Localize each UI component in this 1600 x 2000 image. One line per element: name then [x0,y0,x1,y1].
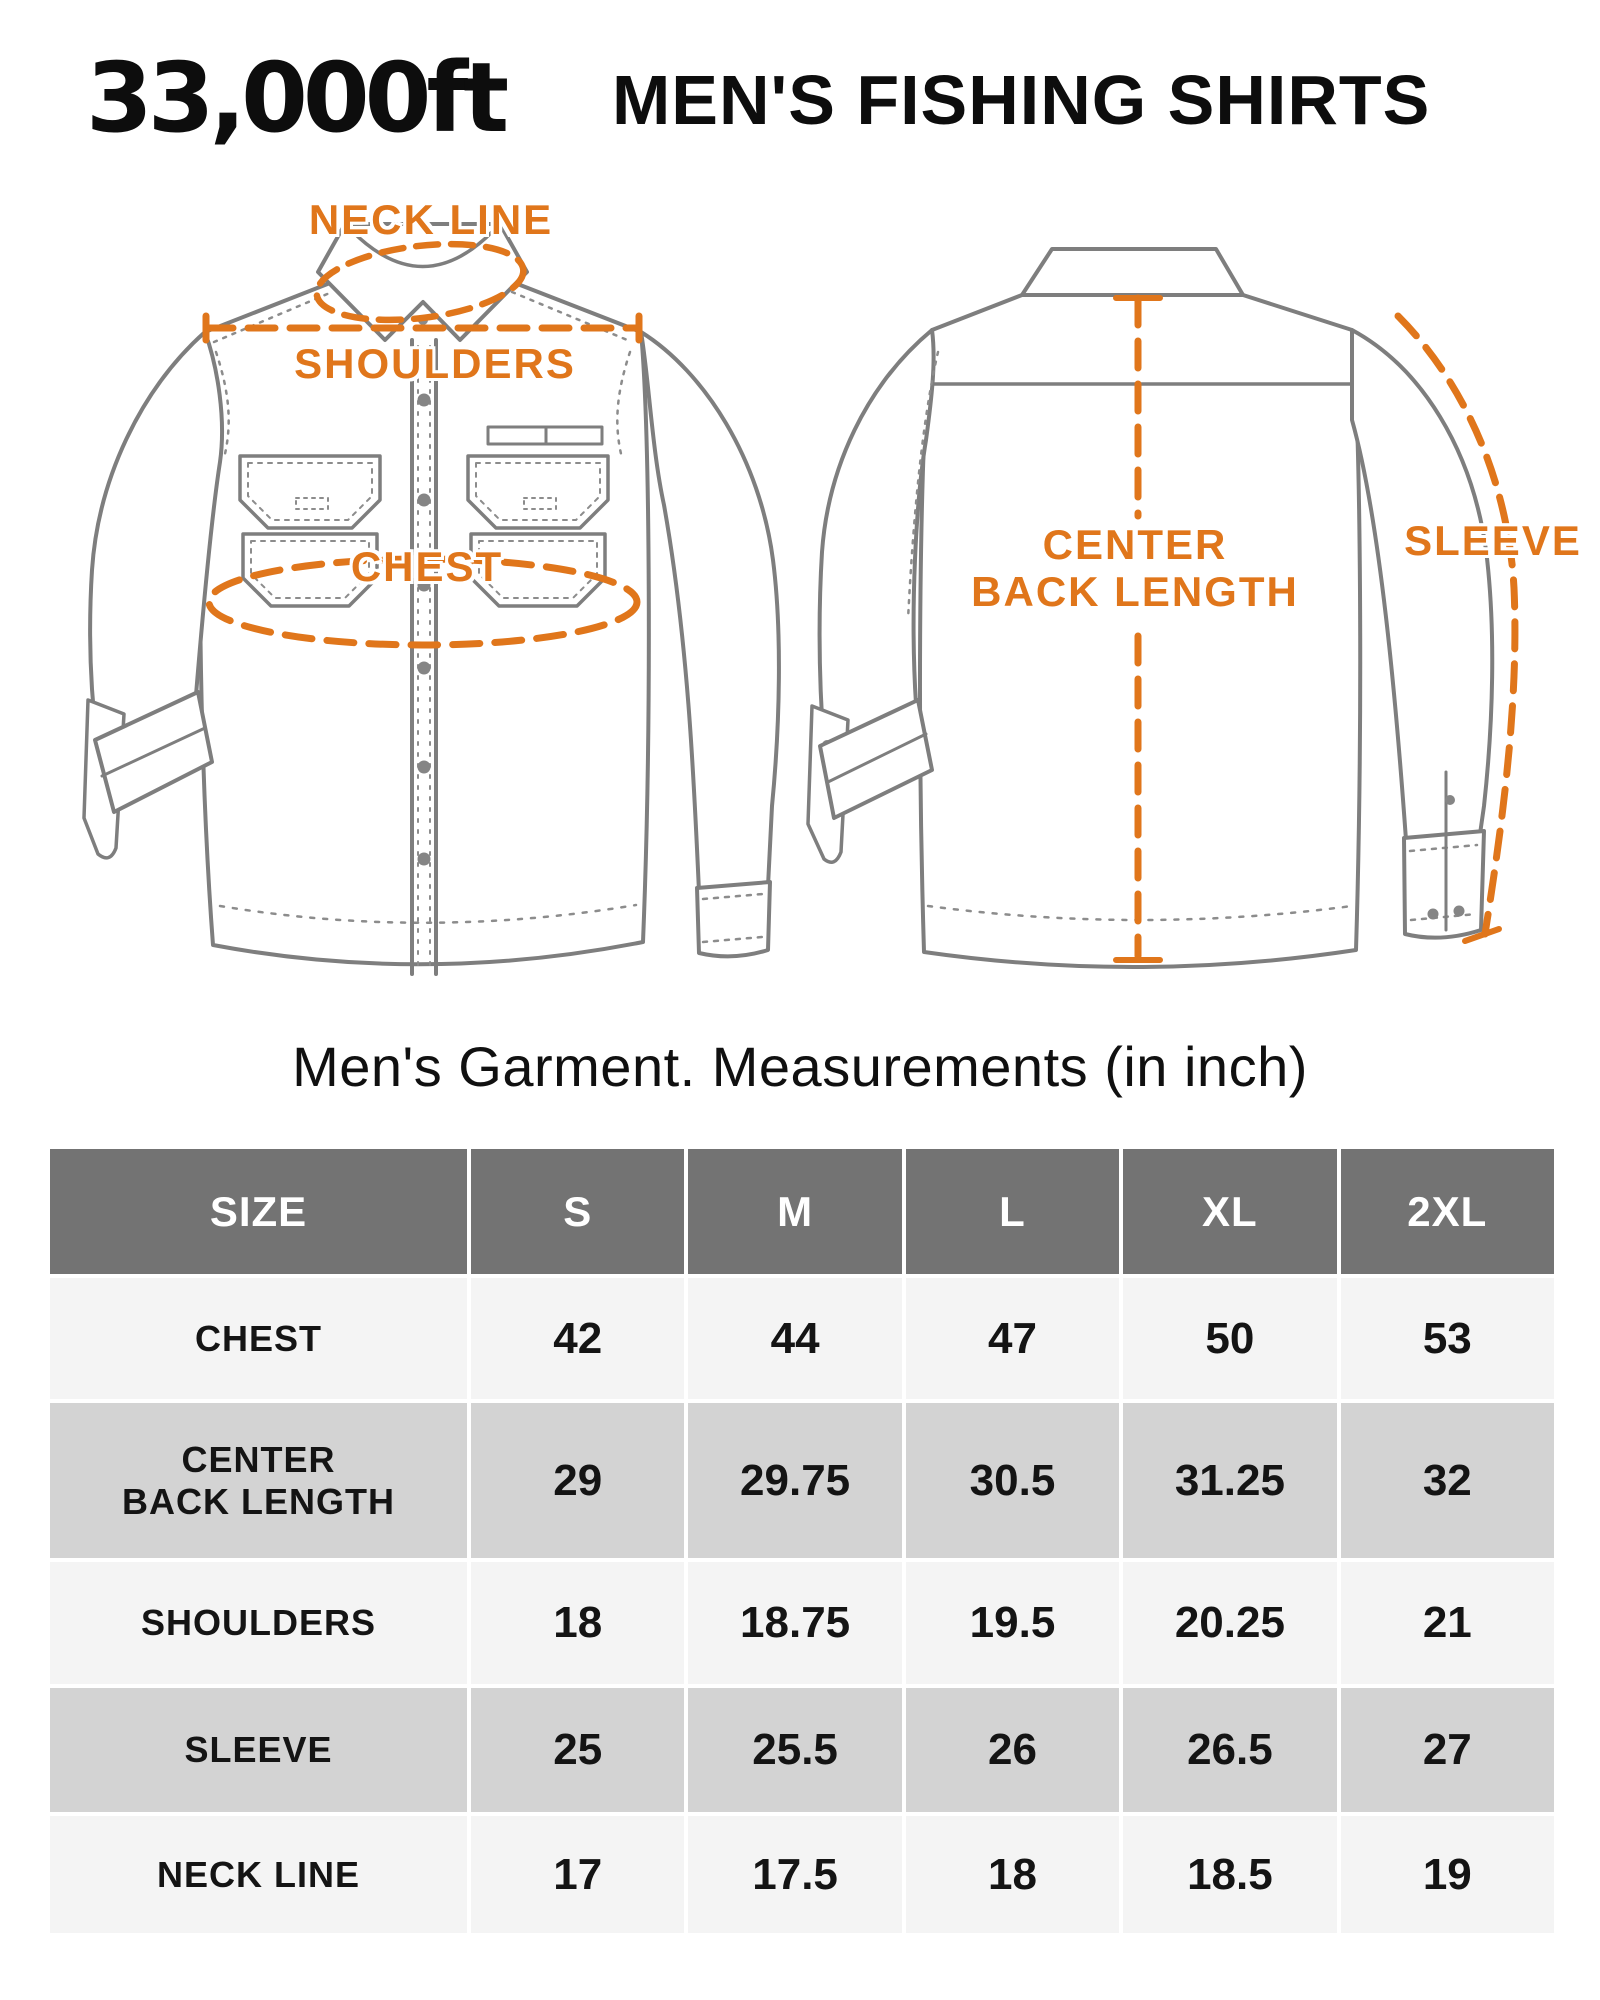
back-left-sleeve [817,328,936,750]
cell-sleeve-2xl: 27 [1340,1688,1554,1812]
chest-ellipse [205,555,641,649]
size-table: SIZE S M L XL 2XL CHEST 42 44 47 50 53 C… [50,1149,1554,1933]
header-cell-xl: XL [1123,1149,1337,1274]
label-chest: CHEST [350,543,504,590]
front-left-pocket [238,454,382,608]
front-right-pocket [466,454,610,608]
label-center-back-length: CENTER BACK LENGTH [930,521,1340,615]
row-label-cbl-line1: CENTER [181,1438,336,1480]
shoulders-line-ticks [202,312,643,344]
front-shoulder-stitch-right [510,290,634,344]
cell-neckline-m: 17.5 [688,1816,902,1933]
cell-shoulders-m: 18.75 [688,1562,902,1684]
cell-chest-s: 42 [471,1278,685,1399]
shirt-measurement-diagram [82,222,1519,976]
back-right-cuff-stitch [1408,843,1479,922]
label-neck-line: NECK LINE [308,196,554,243]
cell-neckline-s: 17 [471,1816,685,1933]
back-body [918,293,1363,970]
cell-cbl-m: 29.75 [688,1403,902,1558]
back-left-cuff-roll [826,732,928,784]
brand-logo: 33,000ft [86,42,509,154]
label-center-back-length-line1: CENTER [1042,521,1228,568]
header-cell-size: SIZE [50,1149,467,1274]
cell-sleeve-l: 26 [905,1688,1120,1812]
cell-chest-xl: 50 [1123,1278,1337,1399]
cell-sleeve-s: 25 [471,1688,685,1812]
row-label-neck-line: NECK LINE [50,1816,467,1933]
header-cell-l: L [905,1149,1120,1274]
cell-shoulders-xl: 20.25 [1123,1562,1337,1684]
cell-shoulders-s: 18 [471,1562,685,1684]
measurement-annotations [202,240,1519,963]
front-placket-stitch [417,345,431,969]
front-placket [410,338,438,976]
neck-line-ellipse [313,240,527,324]
cell-sleeve-xl: 26.5 [1123,1688,1337,1812]
label-shoulders: SHOULDERS [294,340,576,387]
center-back-line-ticks [1113,295,1163,963]
front-armhole-stitch-right [616,350,632,460]
cell-chest-m: 44 [688,1278,902,1399]
front-buttons [417,393,431,866]
cell-chest-2xl: 53 [1340,1278,1554,1399]
header-cell-2xl: 2XL [1340,1149,1554,1274]
cell-sleeve-m: 25.5 [688,1688,902,1812]
page-title: MEN'S FISHING SHIRTS [612,61,1431,139]
cell-cbl-s: 29 [471,1403,685,1558]
front-armhole-stitch-left [214,350,230,460]
header-cell-m: M [688,1149,902,1274]
cell-neckline-xl: 18.5 [1123,1816,1337,1933]
front-left-cuff-roll [100,726,207,778]
back-collar [1020,247,1245,297]
back-right-sleeve [1350,328,1495,842]
sleeve-curve [1394,312,1519,938]
shirt-front-illustration [82,222,781,976]
row-label-center-back-length: CENTER BACK LENGTH [50,1403,467,1558]
row-label-sleeve: SLEEVE [50,1688,467,1812]
cell-cbl-xl: 31.25 [1123,1403,1337,1558]
table-subtitle: Men's Garment. Measurements (in inch) [292,1035,1308,1098]
cell-neckline-l: 18 [905,1816,1120,1933]
front-pen-slot [486,425,604,446]
label-sleeve: SLEEVE [1404,517,1582,564]
cell-chest-l: 47 [905,1278,1120,1399]
cell-shoulders-2xl: 21 [1340,1562,1554,1684]
shirt-back-illustration [806,247,1495,970]
front-shoulder-stitch-left [212,290,334,344]
cell-cbl-l: 30.5 [905,1403,1120,1558]
back-cuff-buttons [1427,795,1465,920]
header-cell-s: S [471,1149,685,1274]
cell-cbl-2xl: 32 [1340,1403,1554,1558]
row-label-chest: CHEST [50,1278,467,1399]
row-label-shoulders: SHOULDERS [50,1562,467,1684]
sleeve-curve-tick [1462,926,1502,944]
back-armhole-stitch-left [906,350,940,622]
front-hem-stitch [218,903,638,924]
row-label-cbl-line2: BACK LENGTH [122,1480,395,1522]
front-right-sleeve [639,330,781,894]
cell-shoulders-l: 19.5 [905,1562,1120,1684]
cell-neckline-2xl: 19 [1340,1816,1554,1933]
front-right-cuff-stitch [701,892,765,944]
label-center-back-length-line2: BACK LENGTH [971,568,1299,616]
